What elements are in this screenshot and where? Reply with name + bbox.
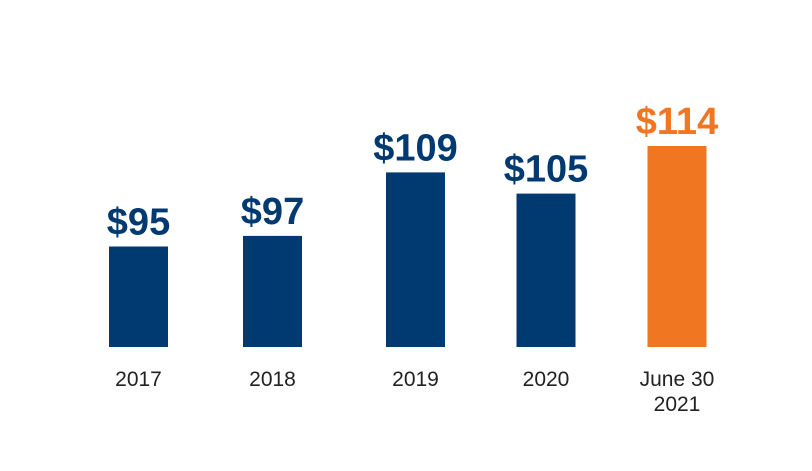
category-label-line: 2021	[653, 393, 701, 416]
bar-3	[516, 193, 576, 347]
category-label-2: 2019	[346, 367, 486, 392]
category-label-0: 2017	[69, 367, 209, 392]
category-label-4: June 30 2021	[607, 367, 747, 417]
category-label-line: 2019	[392, 368, 439, 391]
category-label-line: June 30	[639, 368, 715, 391]
value-label-4: $114	[636, 101, 718, 143]
category-label-3: 2020	[476, 367, 616, 392]
category-label-line: 2018	[249, 368, 296, 391]
bar-4	[647, 146, 707, 347]
value-label-3: $105	[504, 149, 589, 191]
value-label-2: $109	[373, 127, 458, 169]
value-label-0: $95	[107, 202, 170, 244]
value-label-1: $97	[241, 191, 304, 233]
bar-2	[386, 172, 445, 347]
category-label-line: 2020	[522, 368, 570, 391]
bar-0	[109, 246, 168, 347]
category-label-1: 2018	[203, 367, 343, 392]
category-label-line: 2017	[115, 368, 162, 391]
bar-1	[243, 235, 302, 347]
